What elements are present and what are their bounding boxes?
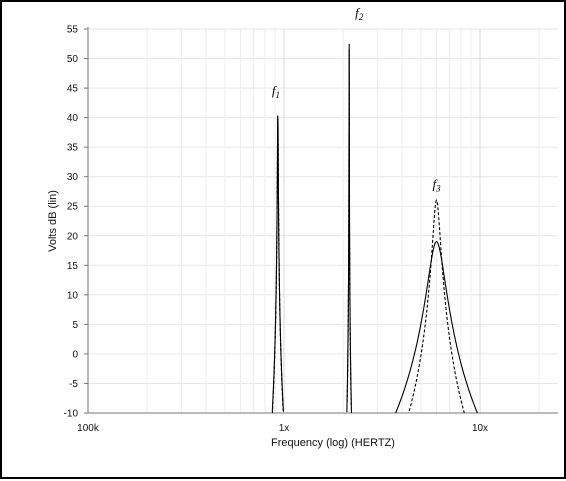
x-tick-label: 1x	[279, 423, 290, 434]
peak-label-f3: f3	[433, 176, 442, 193]
grid	[87, 28, 558, 414]
y-tick-label: 0	[72, 349, 78, 360]
y-tick-labels: -10 -5 0 5 10 15 20 25 30 35 40 45 50 55	[64, 25, 79, 420]
x-tick-labels: 100k 1x 10x	[77, 423, 488, 434]
x-tick-label: 10x	[472, 423, 488, 434]
series-line-5-solid	[395, 241, 478, 413]
y-tick-label: 40	[67, 113, 79, 124]
series-group	[271, 43, 478, 413]
y-tick-label: -5	[69, 379, 78, 390]
series-line-4-dashed	[346, 49, 352, 405]
axes	[84, 27, 558, 414]
y-tick-label: 55	[67, 25, 79, 36]
peak-label-f2: f2	[355, 5, 364, 22]
x-axis-label: Frequency (log) (HERTZ)	[271, 437, 395, 449]
series-line-2-dashed	[271, 118, 284, 413]
y-tick-label: -10	[64, 409, 79, 420]
y-tick-label: 15	[67, 261, 79, 272]
peak-labels: f1 f2 f3	[272, 5, 441, 193]
y-axis-label: Volts dB (lin)	[47, 190, 59, 252]
peak-label-f1: f1	[272, 83, 280, 100]
y-tick-label: 45	[67, 84, 79, 95]
x-tick-label: 100k	[77, 423, 100, 434]
y-tick-label: 50	[67, 54, 79, 65]
y-tick-label: 25	[67, 202, 79, 213]
y-tick-label: 20	[67, 231, 79, 242]
y-tick-label: 35	[67, 143, 79, 154]
y-tick-label: 5	[72, 320, 78, 331]
y-tick-label: 30	[67, 172, 79, 183]
series-line-6-dashed	[408, 199, 465, 413]
y-tick-label: 10	[67, 290, 79, 301]
